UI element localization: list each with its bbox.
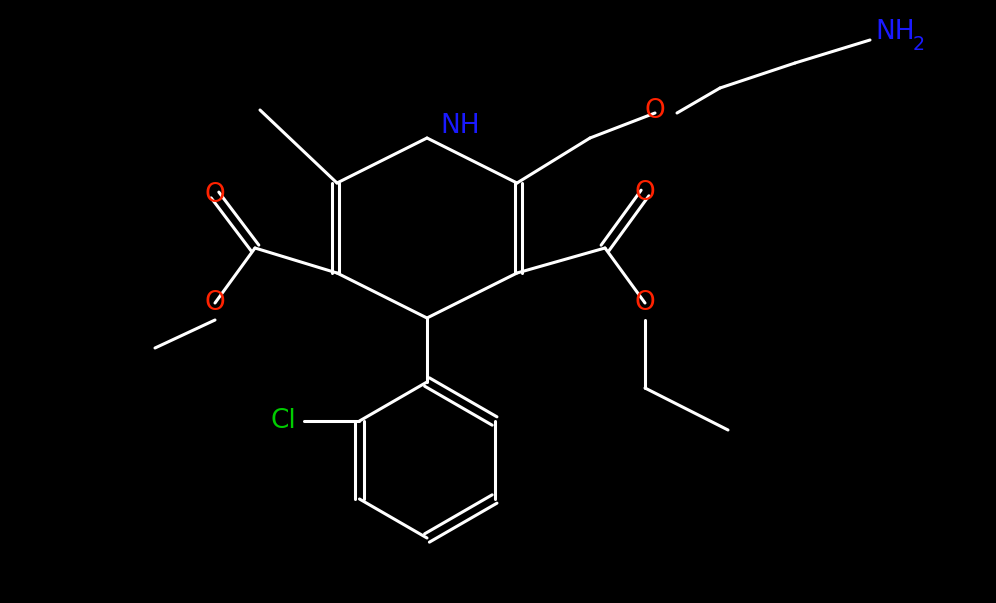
Text: NH: NH bbox=[875, 19, 914, 45]
Text: NH: NH bbox=[440, 113, 480, 139]
Text: O: O bbox=[204, 182, 225, 208]
Text: O: O bbox=[634, 180, 655, 206]
Text: 2: 2 bbox=[913, 36, 925, 54]
Text: O: O bbox=[634, 290, 655, 316]
Text: O: O bbox=[204, 290, 225, 316]
Text: O: O bbox=[644, 98, 665, 124]
Text: Cl: Cl bbox=[271, 408, 297, 434]
